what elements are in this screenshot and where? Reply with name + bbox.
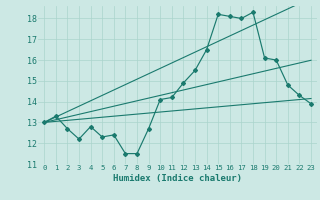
X-axis label: Humidex (Indice chaleur): Humidex (Indice chaleur) [113, 174, 242, 183]
